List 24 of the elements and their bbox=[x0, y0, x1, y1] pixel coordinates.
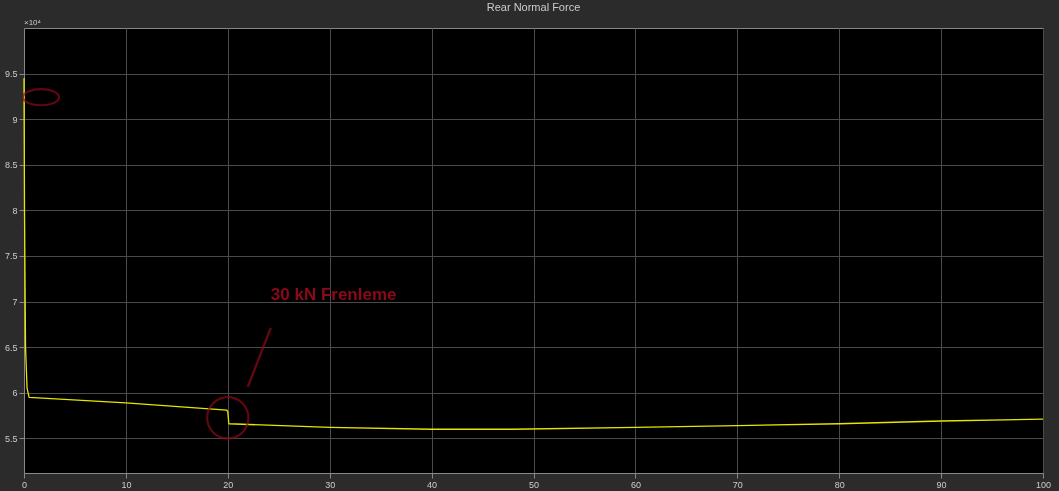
text: ×10⁴ bbox=[24, 18, 42, 27]
y-tick-label: 6.5 bbox=[4, 342, 18, 353]
x-tick-label: 20 bbox=[223, 479, 234, 490]
x-tick-label: 10 bbox=[121, 479, 132, 490]
x-tick-label: 70 bbox=[732, 479, 743, 490]
x-tick-label: 60 bbox=[630, 479, 641, 490]
y-tick-label: 8.5 bbox=[4, 160, 18, 171]
y-tick-label: 9.5 bbox=[4, 69, 18, 80]
x-tick-label: 90 bbox=[936, 479, 947, 490]
chart-title: Rear Normal Force bbox=[486, 1, 581, 13]
annotation: 30 kN Frenleme bbox=[270, 284, 397, 304]
x-tick-label: 80 bbox=[834, 479, 845, 490]
x-tick-label: 30 bbox=[325, 479, 336, 490]
y-tick-label: 7 bbox=[12, 297, 18, 308]
x-tick-label: 50 bbox=[528, 479, 540, 490]
x-tick-label: 40 bbox=[427, 479, 438, 490]
y-tick-label: 9 bbox=[12, 114, 18, 125]
y-tick-label: 7.5 bbox=[4, 251, 18, 262]
y-tick-label: 6 bbox=[12, 388, 18, 399]
y-tick-label: 5.5 bbox=[4, 433, 18, 444]
y-tick-label: 8 bbox=[12, 205, 18, 216]
x-tick-label: 100 bbox=[1035, 479, 1052, 490]
line-series bbox=[23, 77, 1044, 430]
x-tick-label: 0 bbox=[21, 479, 28, 490]
